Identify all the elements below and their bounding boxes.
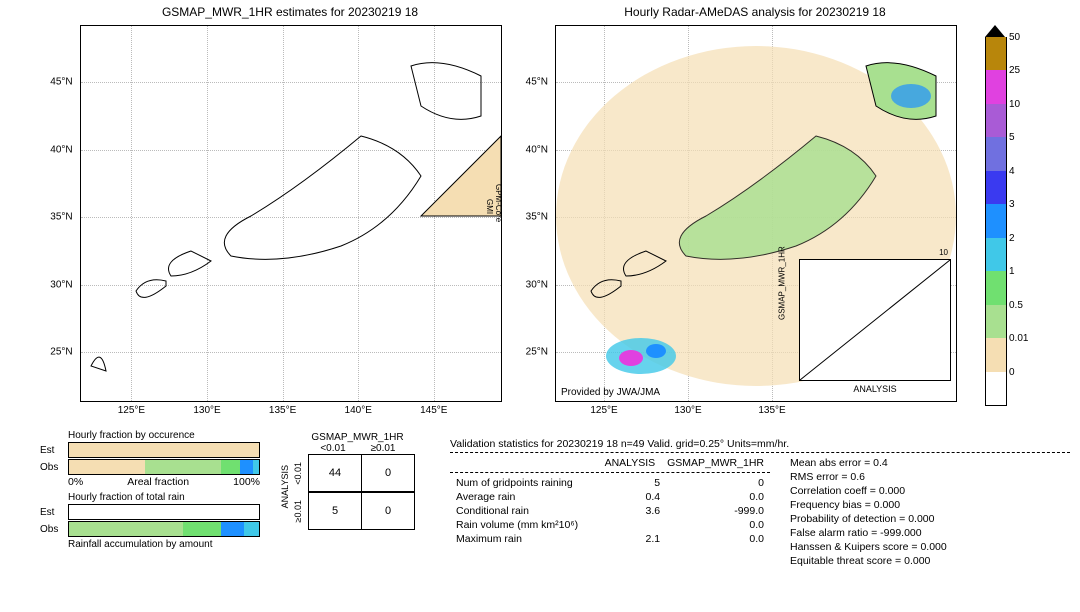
xtick: 125°E [118, 405, 145, 416]
occ-0: 0% [68, 476, 83, 488]
c01: 0 [362, 455, 415, 492]
rh1: ≥0.01 [293, 500, 308, 522]
c10: 5 [309, 493, 362, 530]
conf-col-title: GSMAP_MWR_1HR [300, 432, 415, 443]
xtick: 145°E [420, 405, 447, 416]
ch0: <0.01 [308, 443, 358, 454]
occ-100: 100% [233, 476, 260, 488]
right-map-title: Hourly Radar-AMeDAS analysis for 2023021… [555, 5, 955, 19]
conf-row-title: ANALYSIS [280, 465, 290, 508]
confusion-matrix: GSMAP_MWR_1HR ANALYSIS <0.01≥0.01 <0.01 … [280, 432, 415, 530]
occurrence-block: Hourly fraction by occurence Est Obs 0%A… [40, 430, 260, 550]
sat-label: GPM-Core [494, 184, 503, 222]
inset-ylabel: GSMAP_MWR_1HR [778, 246, 787, 320]
ytick: 45°N [526, 77, 548, 88]
tot-title: Hourly fraction of total rain [68, 492, 260, 503]
ytick: 30°N [526, 279, 548, 290]
occ-title: Hourly fraction by occurence [68, 430, 260, 441]
ytick: 40°N [50, 144, 72, 155]
attribution: Provided by JWA/JMA [561, 387, 660, 398]
accum-title: Rainfall accumulation by amount [68, 539, 260, 550]
ytick: 35°N [526, 212, 548, 223]
xtick: 130°E [193, 405, 220, 416]
xtick: 135°E [269, 405, 296, 416]
colorbar: 502510543210.50.010 [985, 25, 1005, 405]
ytick: 40°N [526, 144, 548, 155]
rh0: <0.01 [293, 462, 308, 485]
coastline-icon [81, 26, 501, 401]
left-map: 45°N 40°N 35°N 30°N 25°N 125°E 130°E 135… [80, 25, 502, 402]
inset-tick: 10 [939, 248, 948, 257]
left-map-title: GSMAP_MWR_1HR estimates for 20230219 18 [80, 5, 500, 19]
xtick: 140°E [345, 405, 372, 416]
ytick: 30°N [50, 279, 72, 290]
right-map: 45°N 40°N 35°N 30°N 25°N 125°E 130°E 135… [555, 25, 957, 402]
inset-xlabel: ANALYSIS [800, 384, 950, 394]
vh1: GSMAP_MWR_1HR [661, 456, 770, 470]
inset-scatter: ANALYSIS GSMAP_MWR_1HR 10 [799, 259, 951, 381]
val-title: Validation statistics for 20230219 18 n=… [450, 438, 1070, 453]
validation-block: Validation statistics for 20230219 18 n=… [450, 438, 1070, 568]
c00: 44 [309, 455, 362, 492]
c11: 0 [362, 493, 415, 530]
xtick: 135°E [758, 405, 785, 416]
xtick: 130°E [674, 405, 701, 416]
ytick: 25°N [526, 347, 548, 358]
ytick: 45°N [50, 77, 72, 88]
occ-axis: Areal fraction [83, 476, 233, 488]
sat-label2: GMI [485, 199, 494, 214]
vh0: ANALYSIS [592, 456, 661, 470]
ytick: 35°N [50, 212, 72, 223]
xtick: 125°E [590, 405, 617, 416]
ytick: 25°N [50, 347, 72, 358]
ch1: ≥0.01 [358, 443, 408, 454]
